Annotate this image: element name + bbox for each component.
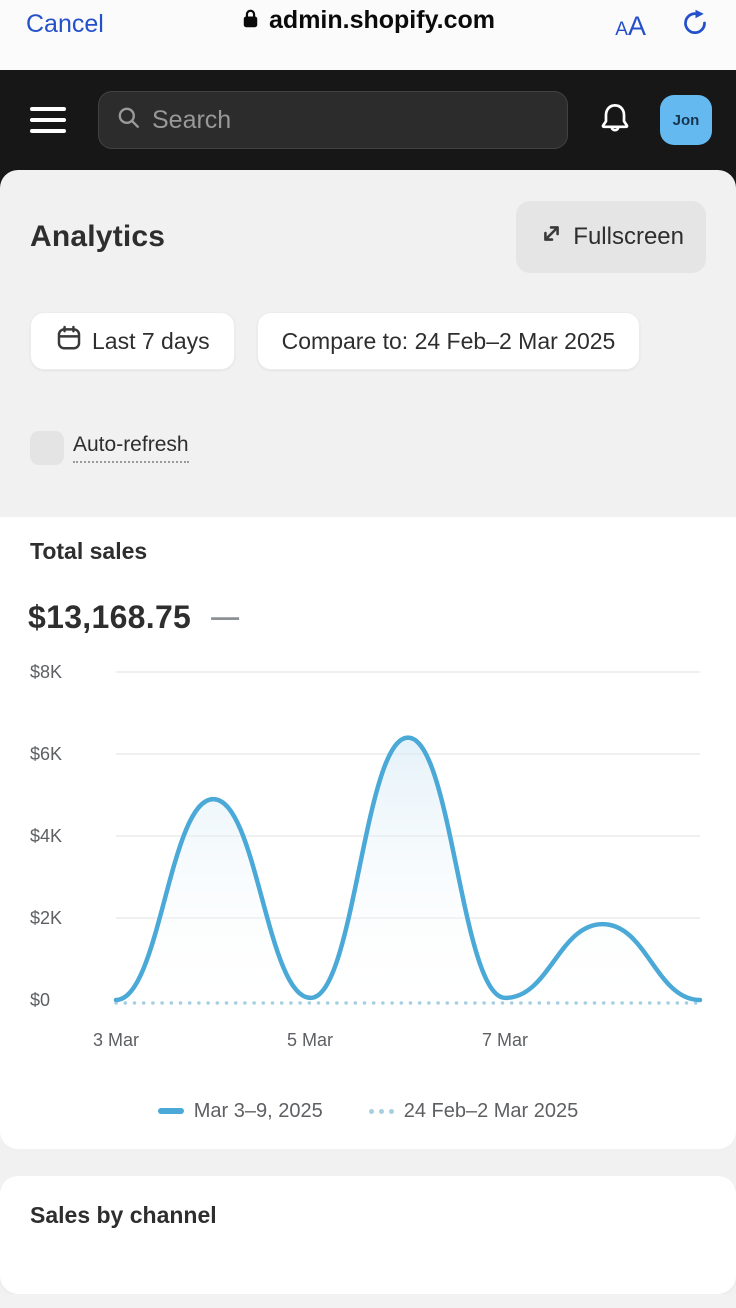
legend-dots-swatch xyxy=(368,1108,394,1114)
search-bar[interactable] xyxy=(98,91,568,149)
legend-item-previous: 24 Feb–2 Mar 2025 xyxy=(368,1099,579,1123)
total-sales-title: Total sales xyxy=(30,538,148,564)
avatar[interactable]: Jon xyxy=(660,95,712,145)
reload-icon xyxy=(684,9,706,35)
x-tick: 3 Mar xyxy=(92,1030,140,1050)
date-range-label: Last 7 days xyxy=(92,327,210,354)
sales-by-channel-card: Sales by channel xyxy=(0,1176,736,1294)
app-header: Jon xyxy=(0,70,736,170)
area-fill xyxy=(116,737,700,1000)
bottom-strip xyxy=(0,1294,736,1308)
content-sheet: Analytics Fullscreen Last 7 days Compare xyxy=(0,170,736,1308)
section-divider xyxy=(0,1149,736,1176)
text-size-big-a: A xyxy=(627,11,646,41)
legend-line-swatch xyxy=(157,1108,184,1114)
compare-label: Compare to: 24 Feb–2 Mar 2025 xyxy=(281,327,616,354)
browser-toolbar: Cancel admin.shopify.com AA xyxy=(0,0,736,70)
total-sales-value: $13,168.75 xyxy=(28,598,192,635)
y-tick: $8K xyxy=(30,662,63,682)
calendar-icon xyxy=(55,324,83,358)
page-header: Analytics Fullscreen xyxy=(30,200,706,274)
auto-refresh-row: Auto-refresh xyxy=(30,430,706,466)
text-size-small-a: A xyxy=(615,19,628,40)
x-tick: 7 Mar xyxy=(481,1030,529,1050)
search-icon xyxy=(115,104,142,136)
chart-legend: Mar 3–9, 2025 24 Feb–2 Mar 2025 xyxy=(0,1098,736,1124)
sales-by-channel-title: Sales by channel xyxy=(30,1202,217,1228)
legend-current-label: Mar 3–9, 2025 xyxy=(193,1099,323,1122)
sales-line xyxy=(113,735,703,1003)
search-input[interactable] xyxy=(152,105,551,135)
y-tick: $0 xyxy=(30,990,51,1010)
sales-chart: $8K $6K $4K $2K $0 xyxy=(0,656,736,1066)
auto-refresh-checkbox[interactable] xyxy=(30,431,64,465)
filter-row: Last 7 days Compare to: 24 Feb–2 Mar 202… xyxy=(30,312,706,370)
expand-icon xyxy=(538,220,565,254)
url-text: admin.shopify.com xyxy=(269,6,495,34)
y-tick: $2K xyxy=(30,908,63,928)
auto-refresh-label[interactable]: Auto-refresh xyxy=(73,433,189,463)
menu-button[interactable] xyxy=(28,103,68,137)
date-range-button[interactable]: Last 7 days xyxy=(30,312,235,370)
cancel-button[interactable]: Cancel xyxy=(26,6,104,39)
y-tick: $4K xyxy=(30,826,63,846)
y-tick: $6K xyxy=(30,744,63,764)
legend-item-current: Mar 3–9, 2025 xyxy=(157,1099,323,1123)
x-tick: 5 Mar xyxy=(286,1030,334,1050)
notifications-button[interactable] xyxy=(594,97,636,144)
bell-icon xyxy=(601,103,629,131)
lock-icon xyxy=(241,7,260,35)
compare-button[interactable]: Compare to: 24 Feb–2 Mar 2025 xyxy=(256,312,641,370)
reload-button[interactable] xyxy=(680,6,710,41)
page-title: Analytics xyxy=(30,220,166,253)
sales-chart-svg xyxy=(113,671,703,1005)
total-sales-card: Total sales $13,168.75 — $8K $6K $4K $2K… xyxy=(0,517,736,1149)
legend-previous-label: 24 Feb–2 Mar 2025 xyxy=(403,1099,579,1122)
fullscreen-label: Fullscreen xyxy=(573,223,684,250)
text-size-button[interactable]: AA xyxy=(615,7,646,40)
fullscreen-button[interactable]: Fullscreen xyxy=(516,201,706,273)
browser-actions: AA xyxy=(615,6,710,41)
total-sales-value-row: $13,168.75 — xyxy=(28,598,240,635)
